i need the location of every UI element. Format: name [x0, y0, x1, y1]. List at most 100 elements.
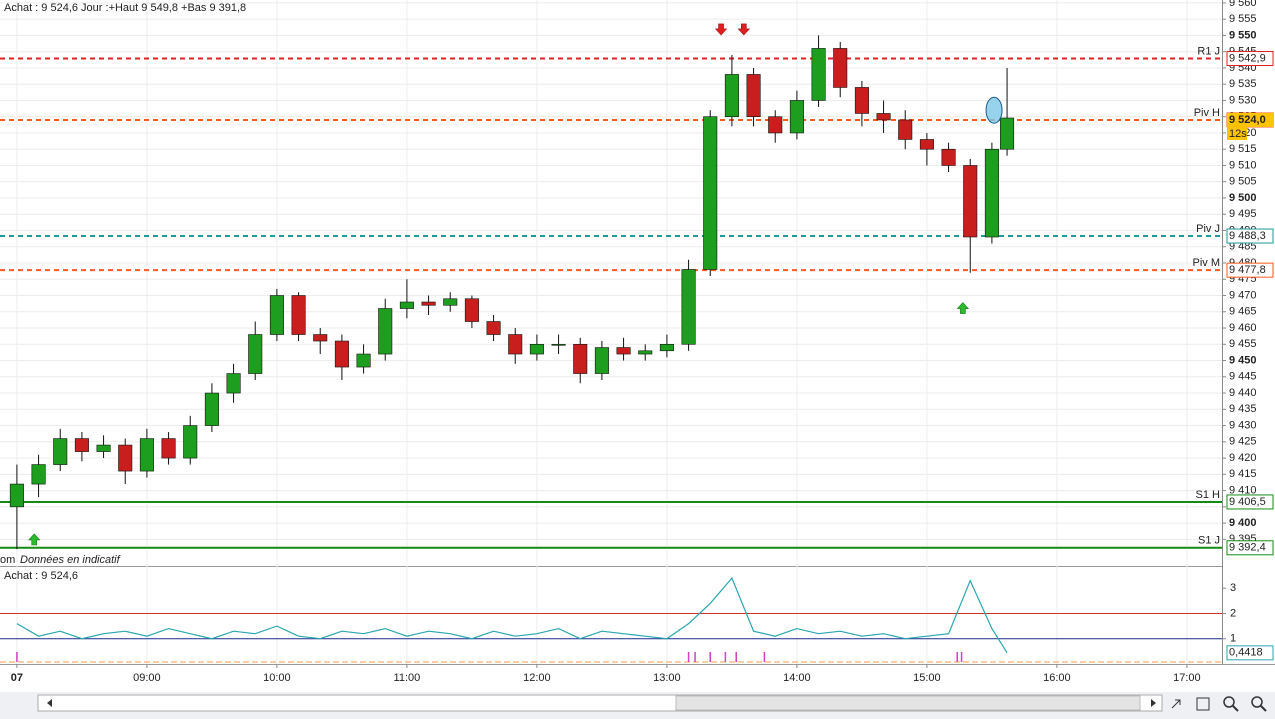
x-tick-label: 11:00 — [394, 672, 421, 684]
scrollbar[interactable] — [0, 692, 1275, 719]
y-tick-label: 9 465 — [1229, 306, 1257, 318]
chart-header: Achat : 9 524,6 Jour :+Haut 9 549,8 +Bas… — [4, 2, 246, 14]
candle-body — [876, 113, 891, 121]
y-tick-label: 9 530 — [1229, 94, 1257, 106]
y-tick-label: 9 425 — [1229, 436, 1257, 448]
scroll-end-icon[interactable] — [1171, 699, 1181, 709]
x-tick-label: 16:00 — [1043, 672, 1071, 684]
y-tick-label: 9 495 — [1229, 208, 1257, 220]
level-value: 9 477,8 — [1229, 264, 1266, 276]
current-tag — [1227, 112, 1273, 127]
scroll-right[interactable] — [1151, 699, 1156, 707]
zoom-in-handle — [1260, 705, 1267, 712]
candle-body — [31, 464, 46, 485]
candle-body — [96, 444, 111, 452]
candle-body — [638, 350, 653, 355]
y-tick-label: 9 470 — [1229, 289, 1257, 301]
candle-body — [378, 308, 393, 355]
candle-body — [833, 48, 848, 88]
candle-body — [659, 343, 674, 352]
level-name: S1 J — [1198, 535, 1220, 547]
candle-body — [746, 74, 761, 118]
candle-body — [594, 347, 609, 374]
candle-body — [854, 87, 869, 114]
candle-body — [573, 343, 588, 374]
zoom-in-icon[interactable] — [1251, 696, 1263, 708]
y-tick-label: 9 550 — [1229, 29, 1257, 41]
candle-body — [269, 295, 284, 335]
level-name: S1 H — [1196, 489, 1221, 501]
indicator-title: Achat : 9 524,6 — [4, 570, 78, 582]
candle-body — [724, 74, 739, 118]
y-tick-label: 9 450 — [1229, 354, 1257, 366]
level-tag — [1226, 51, 1274, 67]
candle-body — [486, 321, 501, 335]
candle-body — [139, 438, 154, 472]
candle-body — [161, 438, 176, 459]
candle-body — [291, 295, 306, 335]
candle-body — [703, 116, 718, 270]
x-tick-label: 17:00 — [1173, 672, 1201, 684]
level-value: 9 542,9 — [1229, 52, 1266, 64]
x-tick-label: 15:00 — [913, 672, 941, 684]
x-tick-label: 10:00 — [263, 672, 291, 684]
footer-note: Données en indicatif — [20, 554, 121, 566]
signal-arrow — [714, 23, 728, 36]
scroll-left[interactable] — [47, 699, 52, 707]
signal-arrow — [737, 23, 750, 36]
y-tick-label: 9 535 — [1229, 78, 1257, 90]
level-name: R1 J — [1197, 45, 1220, 57]
x-tick-label: 14:00 — [783, 672, 811, 684]
candle-body — [248, 334, 263, 374]
level-value: 9 392,4 — [1229, 542, 1266, 554]
y-tick-label: 9 430 — [1229, 419, 1257, 431]
x-tick-label: 09:00 — [133, 672, 161, 684]
candle-body — [421, 301, 436, 306]
zoom-out-icon[interactable] — [1223, 696, 1235, 708]
candle-body — [681, 269, 696, 345]
x-tick-label: 07 — [11, 672, 23, 684]
y-tick-label: 9 400 — [1229, 517, 1257, 529]
footer-prefix: om — [0, 554, 15, 566]
candle-body — [984, 148, 999, 238]
scroll-thumb[interactable] — [675, 695, 1141, 711]
candle-body — [443, 298, 458, 306]
x-tick-label: 12:00 — [523, 672, 551, 684]
x-tick-label: 13:00 — [653, 672, 681, 684]
candle-body — [313, 334, 328, 342]
indicator-line — [16, 576, 1008, 654]
y2-tick-label: 1 — [1230, 633, 1236, 645]
candle-body — [399, 301, 414, 309]
level-tag — [1226, 228, 1274, 244]
y-tick-label: 9 420 — [1229, 452, 1257, 464]
signal-arrow — [28, 533, 41, 546]
y-tick-label: 9 485 — [1229, 241, 1257, 253]
y-tick-label: 9 440 — [1229, 387, 1257, 399]
candle-body — [118, 444, 133, 472]
candle-body — [204, 392, 219, 426]
candle-body — [334, 340, 349, 368]
y-tick-label: 9 505 — [1229, 176, 1257, 188]
y-tick-label: 9 410 — [1229, 484, 1257, 496]
candle-body — [941, 148, 956, 166]
level-tag — [1226, 494, 1274, 510]
candle-body — [356, 353, 371, 368]
y-tick-label: 9 460 — [1229, 322, 1257, 334]
zoom-out-handle — [1232, 705, 1239, 712]
y-tick-label: 9 435 — [1229, 403, 1257, 415]
level-value: 9 406,5 — [1229, 496, 1266, 508]
candle-body — [616, 347, 631, 355]
current-timer: 12s — [1229, 128, 1247, 140]
candle-body — [1000, 117, 1015, 150]
candle-body — [898, 119, 913, 140]
y-tick-label: 9 560 — [1229, 0, 1257, 9]
y2-tick-label: 3 — [1230, 582, 1236, 594]
y-tick-label: 9 415 — [1229, 468, 1257, 480]
candle-body — [183, 425, 198, 459]
level-value: 9 488,3 — [1229, 230, 1266, 242]
level-name: Piv H — [1194, 107, 1220, 119]
fit-icon[interactable] — [1196, 697, 1210, 711]
y2-tick-label: 2 — [1230, 607, 1236, 619]
